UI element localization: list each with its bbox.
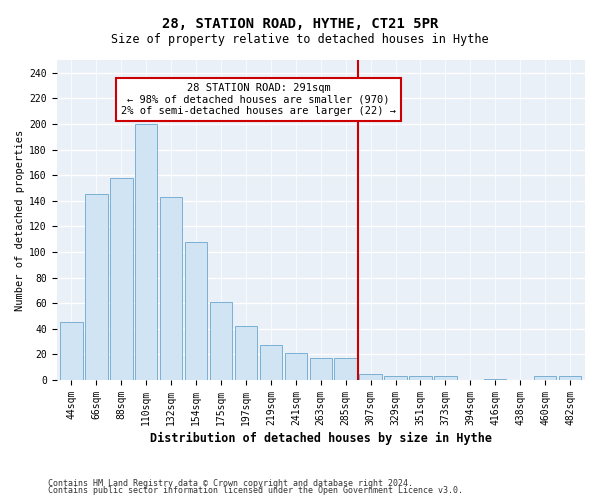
Text: 28 STATION ROAD: 291sqm
← 98% of detached houses are smaller (970)
2% of semi-de: 28 STATION ROAD: 291sqm ← 98% of detache… [121, 83, 396, 116]
Bar [210, 302, 232, 380]
Bar [559, 376, 581, 380]
Bar [434, 376, 457, 380]
Bar [235, 326, 257, 380]
Bar [110, 178, 133, 380]
Text: Contains HM Land Registry data © Crown copyright and database right 2024.: Contains HM Land Registry data © Crown c… [48, 478, 413, 488]
Bar [534, 376, 556, 380]
Bar [185, 242, 208, 380]
Bar [409, 376, 431, 380]
Bar [310, 358, 332, 380]
Bar [385, 376, 407, 380]
Bar [160, 197, 182, 380]
Bar [284, 353, 307, 380]
Bar [135, 124, 157, 380]
Bar [334, 358, 357, 380]
Text: 28, STATION ROAD, HYTHE, CT21 5PR: 28, STATION ROAD, HYTHE, CT21 5PR [162, 18, 438, 32]
Bar [359, 374, 382, 380]
Bar [484, 378, 506, 380]
Bar [85, 194, 107, 380]
Y-axis label: Number of detached properties: Number of detached properties [15, 130, 25, 310]
Bar [60, 322, 83, 380]
X-axis label: Distribution of detached houses by size in Hythe: Distribution of detached houses by size … [150, 432, 492, 445]
Text: Contains public sector information licensed under the Open Government Licence v3: Contains public sector information licen… [48, 486, 463, 495]
Text: Size of property relative to detached houses in Hythe: Size of property relative to detached ho… [111, 32, 489, 46]
Bar [260, 346, 282, 380]
